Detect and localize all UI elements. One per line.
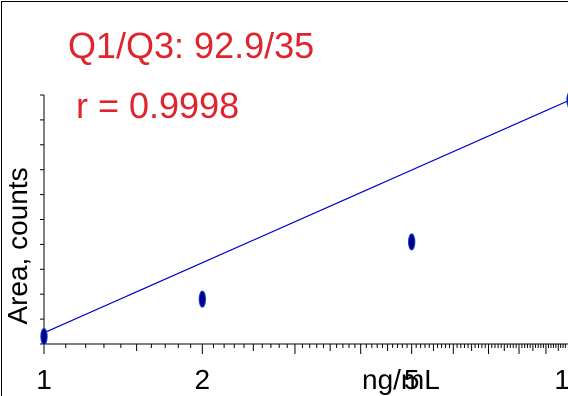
data-points bbox=[41, 92, 568, 345]
fit-line-group bbox=[44, 100, 568, 333]
x-tick-labels: 12510 bbox=[36, 364, 568, 395]
x-axis-label: ng/mL bbox=[362, 364, 440, 395]
x-tick-label: 1 bbox=[36, 364, 52, 395]
fit-line bbox=[44, 100, 568, 333]
data-point bbox=[199, 291, 205, 307]
data-point bbox=[408, 234, 414, 250]
x-axis bbox=[44, 344, 568, 354]
data-point bbox=[41, 329, 47, 345]
x-tick-label: 10 bbox=[554, 364, 568, 395]
y-axis bbox=[40, 95, 44, 344]
x-tick-label: 2 bbox=[195, 364, 211, 395]
